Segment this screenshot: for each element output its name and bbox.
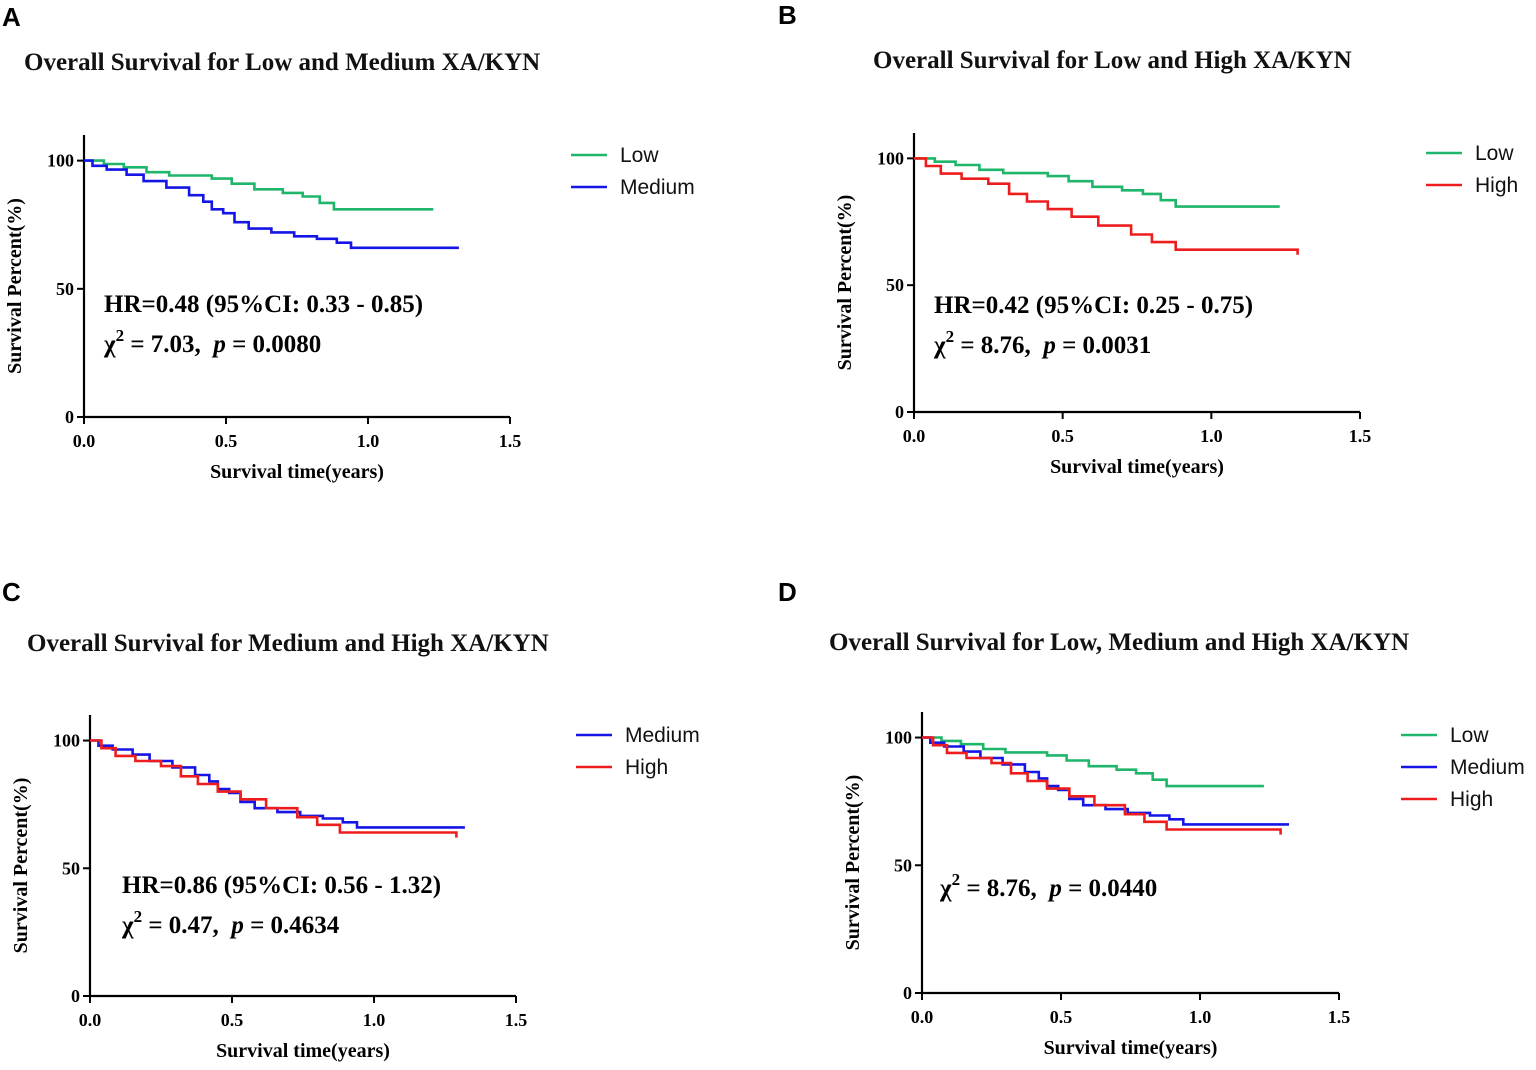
panel-letter: C [2,577,21,607]
chart-title: Overall Survival for Low and Medium XA/K… [24,49,540,76]
panel-letter: D [778,577,797,607]
legend-label-low: Low [620,144,659,167]
legend-label-high: High [625,756,668,779]
survival-curve-low [84,159,434,211]
panel-d: D Overall Survival for Low, Medium and Hi… [778,577,1525,1059]
legend-label-medium: Medium [1450,756,1525,779]
x-tick-label: 1.5 [1328,1007,1351,1027]
panel-letter: B [778,0,797,30]
chi-square-annotation: χ2 = 8.76, p = 0.0031 [933,327,1151,359]
panel-letter: A [2,2,21,32]
x-tick-label: 1.5 [499,431,522,451]
y-tick-label: 100 [885,728,912,748]
x-tick-label: 1.0 [1189,1007,1212,1027]
survival-curve-high [914,157,1299,255]
x-tick-label: 0.5 [215,431,238,451]
y-tick-label: 100 [47,151,74,171]
x-tick-label: 0.0 [903,426,926,446]
y-tick-label: 0 [895,402,904,422]
chart-title: Overall Survival for Low, Medium and Hig… [829,629,1409,656]
chi-square-annotation: χ2 = 0.47, p = 0.4634 [121,907,340,939]
survival-curve-medium [922,736,1289,826]
legend-label-medium: Medium [620,176,695,199]
x-axis-title: Survival time(years) [1044,1037,1218,1059]
y-tick-label: 0 [903,983,912,1003]
x-tick-label: 0.5 [1051,426,1074,446]
y-axis-title: Survival Percent(%) [10,778,32,954]
survival-curve-low [914,157,1280,208]
chart-title: Overall Survival for Medium and High XA/… [27,630,549,657]
y-tick-label: 100 [53,731,80,751]
y-tick-label: 50 [56,279,74,299]
survival-curve-medium [90,739,465,829]
legend-label-low: Low [1475,142,1514,165]
y-tick-label: 50 [894,855,912,875]
survival-curve-low [922,736,1264,788]
y-tick-label: 50 [886,275,904,295]
hazard-ratio-annotation: HR=0.42 (95%CI: 0.25 - 0.75) [934,292,1253,319]
chi-square-annotation: χ2 = 8.76, p = 0.0440 [939,870,1157,902]
survival-curve-high [922,736,1282,835]
hazard-ratio-annotation: HR=0.48 (95%CI: 0.33 - 0.85) [104,291,423,318]
y-axis-title: Survival Percent(%) [4,198,26,374]
legend-label-high: High [1475,174,1518,197]
x-axis-title: Survival time(years) [1050,456,1224,478]
x-tick-label: 0.0 [79,1010,102,1030]
x-axis-title: Survival time(years) [210,461,384,483]
y-axis-title: Survival Percent(%) [842,775,864,951]
x-tick-label: 0.0 [73,431,96,451]
y-tick-label: 100 [877,148,904,168]
x-tick-label: 0.5 [221,1010,244,1030]
y-tick-label: 0 [71,986,80,1006]
legend-label-low: Low [1450,724,1489,747]
x-tick-label: 1.0 [363,1010,386,1030]
x-tick-label: 0.5 [1050,1007,1073,1027]
y-tick-label: 50 [62,858,80,878]
survival-curve-medium [84,159,459,250]
legend-label-high: High [1450,788,1493,811]
x-axis-title: Survival time(years) [216,1040,390,1062]
x-tick-label: 1.0 [357,431,380,451]
panel-b: B Overall Survival for Low and High XA/KY… [778,0,1518,478]
hazard-ratio-annotation: HR=0.86 (95%CI: 0.56 - 1.32) [122,872,441,899]
x-tick-label: 1.0 [1200,426,1223,446]
legend-label-medium: Medium [625,724,700,747]
x-tick-label: 1.5 [505,1010,528,1030]
y-axis-title: Survival Percent(%) [834,195,856,371]
x-tick-label: 1.5 [1349,426,1372,446]
x-tick-label: 0.0 [911,1007,934,1027]
chart-title: Overall Survival for Low and High XA/KYN [873,47,1352,74]
survival-curve-high [90,739,458,838]
y-tick-label: 0 [65,407,74,427]
chi-square-annotation: χ2 = 7.03, p = 0.0080 [103,326,321,358]
